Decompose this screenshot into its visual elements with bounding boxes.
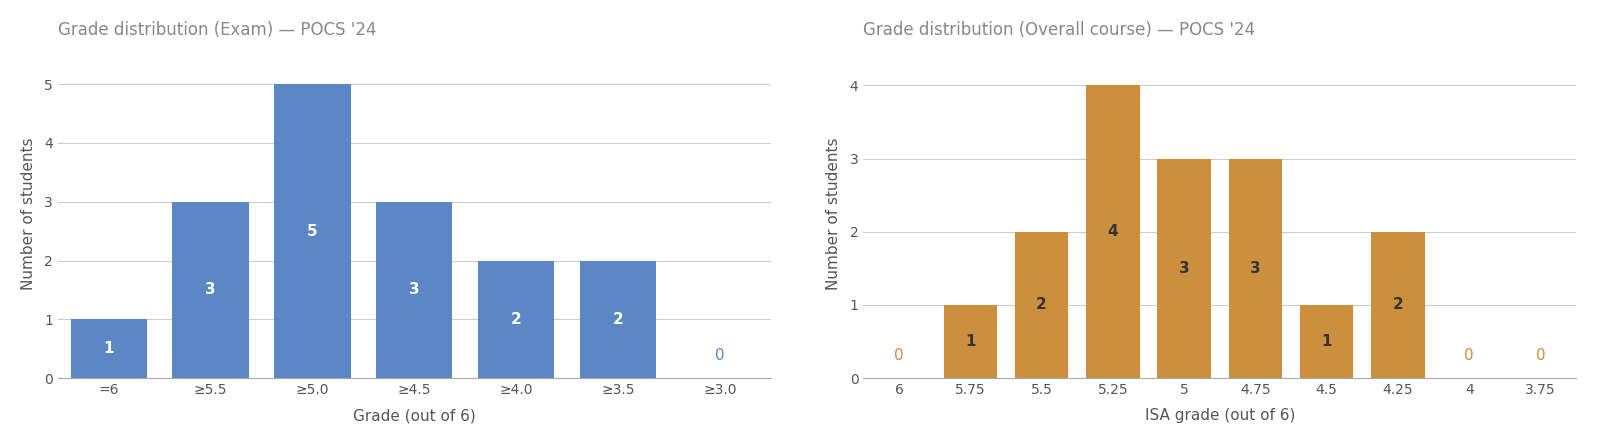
Text: 3: 3 [409,282,420,297]
Text: 0: 0 [1536,348,1546,363]
Y-axis label: Number of students: Number of students [826,137,842,289]
Text: 1: 1 [104,341,113,356]
Bar [1228,159,1282,378]
Text: 3: 3 [1250,261,1260,276]
Text: 3: 3 [1179,261,1190,276]
Text: 1: 1 [965,334,976,349]
Bar [70,319,147,378]
Bar [944,305,997,378]
X-axis label: Grade (out of 6): Grade (out of 6) [353,408,476,423]
Bar [1372,232,1425,378]
Bar [1158,159,1211,378]
Text: 1: 1 [1321,334,1332,349]
Text: 2: 2 [1393,297,1404,313]
Text: 3: 3 [206,282,216,297]
Text: 0: 0 [715,348,725,363]
Bar [172,202,249,378]
Bar [1086,85,1140,378]
Text: Grade distribution (Overall course) — POCS '24: Grade distribution (Overall course) — PO… [864,21,1255,39]
Bar [1300,305,1353,378]
Text: 2: 2 [511,312,522,327]
Bar [377,202,452,378]
Text: Grade distribution (Exam) — POCS '24: Grade distribution (Exam) — POCS '24 [57,21,377,39]
X-axis label: ISA grade (out of 6): ISA grade (out of 6) [1145,408,1295,423]
Text: 2: 2 [613,312,623,327]
Y-axis label: Number of students: Number of students [21,137,35,289]
Bar [1014,232,1068,378]
Text: 4: 4 [1108,224,1118,239]
Bar [478,261,554,378]
Text: 0: 0 [894,348,904,363]
Text: 0: 0 [1464,348,1474,363]
Text: 5: 5 [307,224,318,238]
Text: 2: 2 [1036,297,1048,313]
Bar [580,261,656,378]
Bar [275,84,351,378]
